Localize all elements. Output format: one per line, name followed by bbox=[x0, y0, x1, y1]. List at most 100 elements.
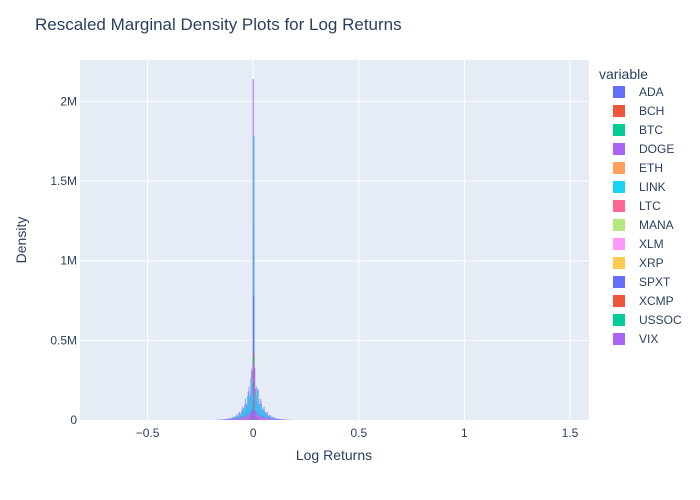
bar bbox=[271, 418, 273, 420]
bar bbox=[238, 414, 240, 420]
bar bbox=[233, 418, 235, 420]
bar bbox=[273, 419, 274, 420]
bar bbox=[262, 415, 263, 420]
legend-item-label: XLM bbox=[639, 237, 664, 251]
bar bbox=[276, 419, 278, 420]
y-tick-label: 0 bbox=[70, 413, 77, 427]
bar bbox=[272, 417, 274, 420]
bar bbox=[276, 418, 278, 420]
bar bbox=[256, 412, 257, 420]
legend-swatch bbox=[613, 105, 625, 117]
bar bbox=[274, 418, 276, 420]
bar bbox=[268, 415, 270, 420]
bar bbox=[264, 416, 266, 420]
legend-swatch bbox=[613, 143, 625, 155]
bar bbox=[237, 417, 239, 420]
plot-area bbox=[80, 60, 589, 420]
bar bbox=[235, 418, 236, 420]
bar bbox=[232, 418, 234, 420]
bar bbox=[246, 414, 247, 420]
bar bbox=[262, 407, 264, 420]
bar bbox=[235, 418, 237, 420]
bar bbox=[270, 418, 272, 420]
series-vix bbox=[218, 362, 291, 420]
legend-swatch bbox=[613, 86, 625, 98]
legend-swatch bbox=[613, 257, 625, 269]
y-tick-label: 1M bbox=[60, 254, 77, 268]
bar bbox=[280, 419, 282, 420]
bar bbox=[225, 419, 227, 420]
bar bbox=[267, 418, 268, 420]
bar bbox=[232, 419, 234, 420]
legend-swatch bbox=[613, 276, 625, 288]
legend-item-label: SPXT bbox=[639, 275, 671, 289]
bar bbox=[253, 412, 255, 420]
bar bbox=[244, 416, 246, 420]
bar bbox=[278, 419, 280, 420]
bar bbox=[239, 411, 241, 420]
bar bbox=[257, 415, 259, 420]
x-tick-label: 0.5 bbox=[350, 426, 367, 440]
x-axis-ticks: −0.5 0 0.5 1 1.5 bbox=[136, 426, 579, 440]
legend-swatch bbox=[613, 238, 625, 250]
bars bbox=[216, 79, 291, 420]
bar bbox=[265, 416, 267, 420]
bar bbox=[279, 418, 281, 420]
bar bbox=[267, 416, 268, 420]
bar bbox=[240, 417, 242, 420]
bar bbox=[255, 396, 257, 420]
bar bbox=[230, 418, 232, 420]
bar bbox=[234, 418, 236, 420]
bar bbox=[226, 419, 228, 420]
bar bbox=[251, 410, 253, 420]
bar bbox=[235, 414, 237, 420]
bar bbox=[285, 419, 287, 420]
bar bbox=[263, 412, 265, 420]
legend-item-label: XRP bbox=[639, 256, 664, 270]
bar bbox=[250, 378, 252, 420]
bar bbox=[241, 417, 243, 420]
bar bbox=[257, 389, 259, 420]
bar bbox=[248, 403, 250, 420]
bar bbox=[263, 417, 265, 420]
legend-swatch bbox=[613, 219, 625, 231]
bar bbox=[247, 416, 249, 420]
bar bbox=[229, 419, 230, 420]
bar bbox=[277, 419, 279, 420]
bar bbox=[226, 418, 228, 420]
bar bbox=[269, 416, 271, 420]
bar bbox=[251, 384, 252, 420]
bar bbox=[267, 412, 268, 420]
bar bbox=[275, 418, 277, 420]
bar bbox=[229, 418, 230, 420]
bar bbox=[250, 412, 252, 420]
bar bbox=[257, 405, 259, 420]
legend-swatch bbox=[613, 200, 625, 212]
bar bbox=[242, 416, 244, 420]
legend-item-label: MANA bbox=[639, 218, 674, 232]
bar bbox=[266, 418, 268, 420]
bar bbox=[248, 386, 250, 420]
bar bbox=[228, 419, 230, 420]
legend-item-label: LTC bbox=[639, 199, 661, 213]
bar bbox=[266, 413, 268, 420]
bar bbox=[239, 417, 241, 420]
legend-swatch bbox=[613, 181, 625, 193]
bar-peak bbox=[252, 79, 254, 420]
x-tick-label: 1.5 bbox=[562, 426, 579, 440]
y-axis-title: Density bbox=[13, 217, 29, 264]
legend-swatch bbox=[613, 314, 625, 326]
bar bbox=[272, 418, 274, 420]
bar bbox=[246, 414, 248, 420]
x-tick-label: −0.5 bbox=[136, 426, 160, 440]
bar bbox=[244, 404, 246, 420]
bar bbox=[261, 411, 263, 420]
bar bbox=[251, 414, 252, 420]
bar bbox=[265, 412, 267, 420]
legend-item-label: BTC bbox=[639, 123, 663, 137]
bar bbox=[255, 410, 257, 420]
bar bbox=[256, 391, 258, 420]
bar bbox=[267, 417, 269, 420]
bar bbox=[231, 419, 233, 420]
